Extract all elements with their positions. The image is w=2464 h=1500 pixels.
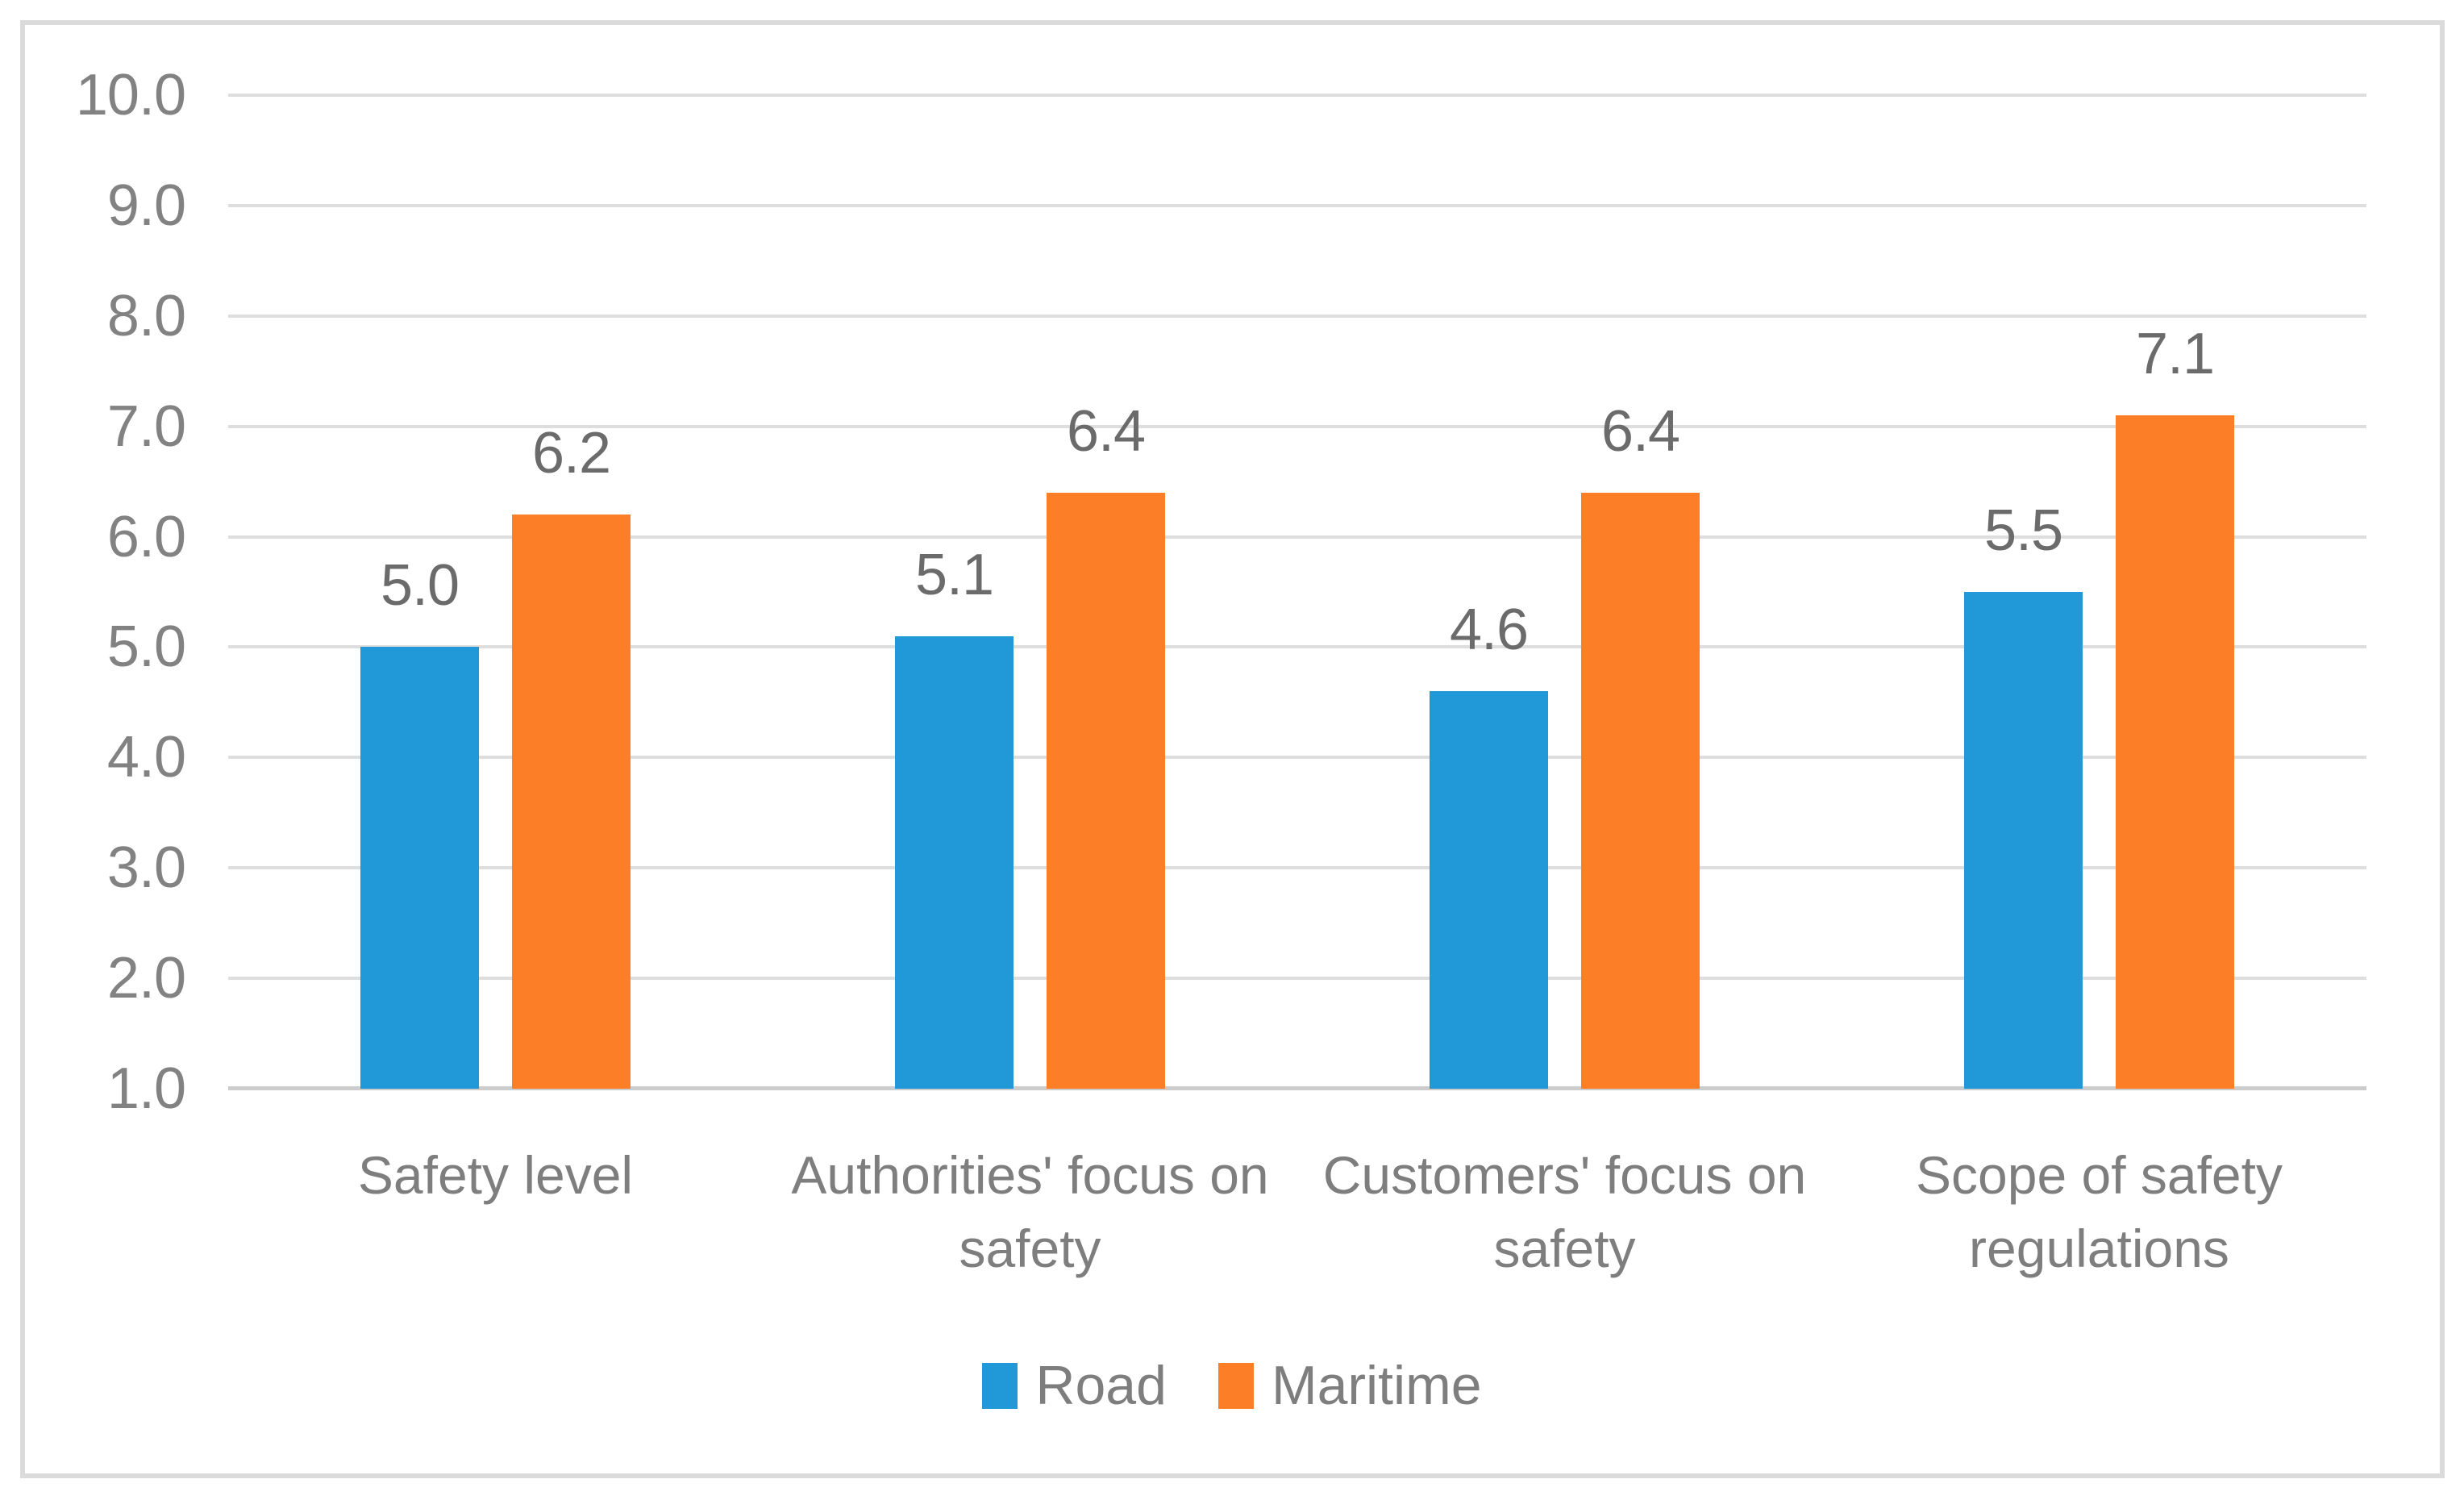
chart-border <box>20 20 2445 1478</box>
legend-item-road: Road <box>982 1358 1167 1413</box>
plot-area: 5.0 6.2 5.1 6.4 4.6 6.4 5.5 7.1 <box>228 94 2366 1090</box>
gridline <box>228 203 2366 207</box>
bar-maritime-4 <box>2116 415 2234 1089</box>
y-tick-label: 4.0 <box>106 725 186 790</box>
x-category-label-line: Scope of safety <box>1916 1145 2283 1205</box>
bar-value-label: 5.1 <box>914 542 994 607</box>
x-category-label-line: Authorities' focus on <box>791 1145 1269 1205</box>
y-tick-label: 3.0 <box>106 835 186 901</box>
legend-item-maritime: Maritime <box>1217 1355 1482 1416</box>
legend: Road Maritime <box>0 1358 2464 1413</box>
x-axis-line <box>228 1086 2366 1090</box>
x-category-label: Scope of safety regulations <box>1832 1139 2366 1285</box>
bar-road-1 <box>360 647 479 1089</box>
x-category-label: Customers' focus on safety <box>1297 1139 1832 1285</box>
gridline <box>228 535 2366 539</box>
bar-maritime-2 <box>1047 492 1165 1089</box>
bar-road-4 <box>1964 592 2083 1089</box>
gridline <box>228 94 2366 97</box>
bar-maritime-1 <box>512 515 631 1089</box>
bar-value-label: 6.2 <box>531 421 611 486</box>
legend-label-road: Road <box>1035 1355 1167 1416</box>
bar-value-label: 6.4 <box>1066 398 1146 464</box>
y-tick-label: 9.0 <box>106 173 186 238</box>
y-tick-label: 1.0 <box>106 1056 186 1121</box>
x-category-label-line: regulations <box>1969 1219 2229 1279</box>
gridline <box>228 977 2366 981</box>
gridline <box>228 314 2366 318</box>
y-tick-label: 10.0 <box>75 63 186 127</box>
x-category-label-line: Customers' focus on <box>1322 1145 1807 1205</box>
y-tick-label: 2.0 <box>106 946 186 1011</box>
x-category-label: Safety level <box>228 1139 763 1212</box>
x-axis-category-labels: Safety level Authorities' focus on safety C… <box>228 1139 2366 1316</box>
x-category-label: Authorities' focus on safety <box>763 1139 1297 1285</box>
gridline <box>228 424 2366 428</box>
gridline <box>228 645 2366 649</box>
bar-value-label: 4.6 <box>1449 598 1529 663</box>
gridline <box>228 866 2366 870</box>
y-tick-label: 7.0 <box>106 394 186 459</box>
bar-value-label: 5.5 <box>1983 498 2063 563</box>
bar-road-3 <box>1430 691 1548 1089</box>
bar-value-label: 5.0 <box>380 553 460 619</box>
bar-value-label: 6.4 <box>1600 398 1680 464</box>
x-category-label-line: Safety level <box>357 1145 634 1205</box>
bar-maritime-3 <box>1581 492 1700 1089</box>
x-category-label-line: safety <box>1493 1219 1636 1279</box>
y-tick-label: 8.0 <box>106 283 186 348</box>
y-tick-label: 5.0 <box>106 615 186 680</box>
legend-swatch-road-icon <box>982 1362 1018 1409</box>
legend-swatch-maritime-icon <box>1217 1362 1254 1409</box>
bar-value-label: 7.1 <box>2135 321 2215 386</box>
y-tick-label: 6.0 <box>106 504 186 569</box>
x-category-label-line: safety <box>959 1219 1101 1279</box>
bar-road-2 <box>895 635 1013 1089</box>
gridline <box>228 756 2366 760</box>
legend-label-maritime: Maritime <box>1271 1355 1482 1416</box>
